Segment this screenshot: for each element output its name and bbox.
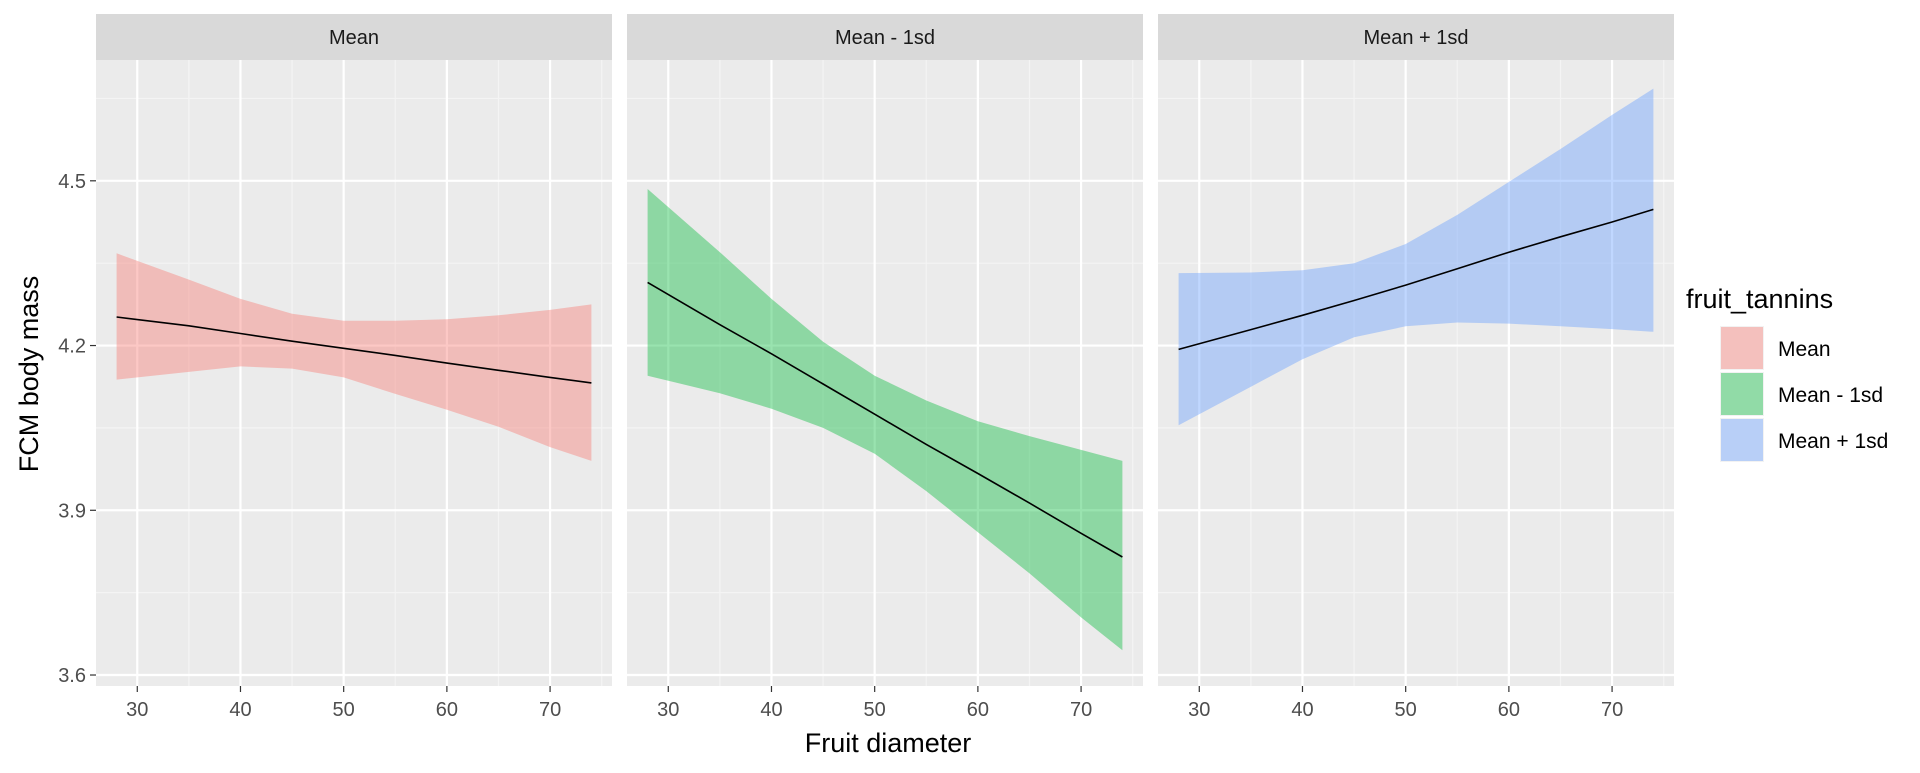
panel-background (627, 60, 1143, 686)
x-tick-label: 70 (1601, 699, 1623, 721)
confidence-ribbon (116, 253, 592, 461)
legend-label: Mean (1778, 338, 1831, 361)
x-tick-label: 40 (1291, 699, 1313, 721)
x-tick-label: 50 (1395, 699, 1417, 721)
panels-layer: Mean 30 40 50 60 70 3.6 3.9 4.2 4.5 Mean - 1sd 30 40… (58, 14, 1674, 721)
legend-key (1721, 327, 1763, 369)
facet-strip (627, 14, 1143, 60)
panel-background (96, 60, 612, 686)
legend-key (1721, 373, 1763, 415)
y-tick-label: 3.6 (58, 665, 86, 687)
x-tick-label: 60 (436, 699, 458, 721)
legend-key-background (1720, 418, 1764, 462)
facet-strip-label: Mean (329, 27, 379, 49)
y-tick-label: 3.9 (58, 500, 86, 522)
x-axis-title: Fruit diameter (805, 728, 972, 758)
legend-key-background (1720, 326, 1764, 370)
legend-entry: Mean - 1sd (1720, 372, 1883, 416)
fitted-line (116, 316, 592, 384)
panel-3: Mean + 1sd 30 40 50 60 70 (1158, 14, 1674, 721)
legend: fruit_tannins Mean Mean - 1sd Mean + 1sd (1686, 284, 1888, 462)
y-tick-label: 4.5 (58, 171, 86, 193)
legend-label: Mean + 1sd (1778, 430, 1888, 453)
fitted-line (1178, 208, 1654, 351)
legend-key-background (1720, 372, 1764, 416)
x-tick-label: 30 (1188, 699, 1210, 721)
legend-label: Mean - 1sd (1778, 384, 1883, 407)
x-tick-label: 60 (967, 699, 989, 721)
confidence-ribbon (1178, 88, 1654, 426)
x-tick-label: 40 (760, 699, 782, 721)
facet-strip (96, 14, 612, 60)
x-tick-label: 60 (1498, 699, 1520, 721)
legend-key (1721, 419, 1763, 461)
facet-strip-label: Mean - 1sd (835, 27, 935, 49)
legend-title: fruit_tannins (1686, 284, 1833, 314)
y-axis-title: FCM body mass (14, 276, 44, 473)
x-tick-label: 40 (229, 699, 251, 721)
y-tick-label: 4.2 (58, 336, 86, 358)
legend-entries: Mean Mean - 1sd Mean + 1sd (1720, 326, 1888, 462)
fitted-line (647, 281, 1123, 558)
panel-2: Mean - 1sd 30 40 50 60 70 (627, 14, 1143, 721)
panel-1: Mean 30 40 50 60 70 3.6 3.9 4.2 4.5 (58, 14, 612, 721)
x-tick-label: 30 (126, 699, 148, 721)
legend-entry: Mean + 1sd (1720, 418, 1888, 462)
x-tick-label: 50 (864, 699, 886, 721)
x-tick-label: 30 (657, 699, 679, 721)
legend-entry: Mean (1720, 326, 1831, 370)
x-tick-label: 70 (539, 699, 561, 721)
x-tick-label: 70 (1070, 699, 1092, 721)
facet-strip (1158, 14, 1674, 60)
panel-background (1158, 60, 1674, 686)
facet-strip-label: Mean + 1sd (1363, 27, 1468, 49)
x-tick-label: 50 (333, 699, 355, 721)
